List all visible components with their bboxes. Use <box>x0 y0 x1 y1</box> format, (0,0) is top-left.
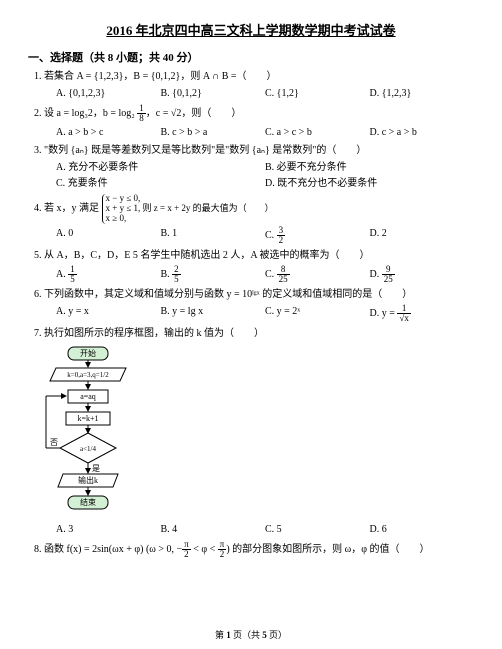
fc-step2: k=k+1 <box>77 414 98 423</box>
q6-opt-b: B. y = lg x <box>161 304 266 323</box>
fc-no: 否 <box>50 438 58 447</box>
q5-opt-a: A. 15 <box>56 265 161 284</box>
exam-title: 2016 年北京四中高三文科上学期数学期中考试试卷 <box>28 20 474 39</box>
q4-options: A. 0 B. 1 C. 32 D. 2 <box>56 226 474 245</box>
q1-opt-b: B. {0,1,2} <box>161 86 266 101</box>
question-4: 4. 若 x，y 满足 x − y ≤ 0,x + y ≤ 1, 则 z = x… <box>34 194 474 224</box>
q5-opt-c: C. 825 <box>265 265 370 284</box>
q4-opt-d: D. 2 <box>370 226 475 245</box>
q3-options-row2: C. 充要条件 D. 既不充分也不必要条件 <box>56 176 474 191</box>
q6-opt-a: A. y = x <box>56 304 161 323</box>
page-footer: 第 1 页（共 5 页） <box>0 628 502 641</box>
q6-opt-d: D. y = 1√x <box>370 304 475 323</box>
q1-opt-a: A. {0,1,2,3} <box>56 86 161 101</box>
q2-opt-d: D. c > a > b <box>370 125 475 140</box>
question-8: 8. 函数 f(x) = 2sin(ωx + φ) (ω > 0, −π2 < … <box>34 540 474 559</box>
q4-opt-b: B. 1 <box>161 226 266 245</box>
flowchart: 开始 k=0,a=3,q=1/2 a=aq k=k+1 a<1/4 否 是 <box>38 345 474 520</box>
q6-options: A. y = x B. y = lg x C. y = 2ˣ D. y = 1√… <box>56 304 474 323</box>
q6-opt-c: C. y = 2ˣ <box>265 304 370 323</box>
q7-opt-c: C. 5 <box>265 522 370 537</box>
q5-opt-d: D. 925 <box>370 265 475 284</box>
q3-opt-b: B. 必要不充分条件 <box>265 160 474 175</box>
q5-options: A. 15 B. 25 C. 825 D. 925 <box>56 265 474 284</box>
q1-options: A. {0,1,2,3} B. {0,1,2} C. {1,2} D. {1,2… <box>56 86 474 101</box>
question-6: 6. 下列函数中，其定义域和值域分别与函数 y = 10ˡᵍˣ 的定义域和值域相… <box>34 287 474 302</box>
flowchart-svg: 开始 k=0,a=3,q=1/2 a=aq k=k+1 a<1/4 否 是 <box>38 345 158 520</box>
question-2: 2. 设 a = log₃2，b = log₂ 18，c = √2，则（ ） <box>34 104 474 123</box>
q4-opt-c: C. 32 <box>265 226 370 245</box>
q5-opt-b: B. 25 <box>161 265 266 284</box>
q2-opt-b: B. c > b > a <box>161 125 266 140</box>
fc-end: 结束 <box>80 497 96 507</box>
q3-options-row1: A. 充分不必要条件 B. 必要不充分条件 <box>56 160 474 175</box>
q7-opt-d: D. 6 <box>370 522 475 537</box>
q2-options: A. a > b > c B. c > b > a C. a > c > b D… <box>56 125 474 140</box>
fc-yes: 是 <box>92 464 100 473</box>
q7-options: A. 3 B. 4 C. 5 D. 6 <box>56 522 474 537</box>
fc-cond: a<1/4 <box>80 445 96 453</box>
question-5: 5. 从 A，B，C，D，E 5 名学生中随机选出 2 人，A 被选中的概率为（… <box>34 248 474 263</box>
q3-opt-a: A. 充分不必要条件 <box>56 160 265 175</box>
fc-out: 输出k <box>78 475 98 485</box>
q7-opt-b: B. 4 <box>161 522 266 537</box>
q2-opt-a: A. a > b > c <box>56 125 161 140</box>
q3-opt-d: D. 既不充分也不必要条件 <box>265 176 474 191</box>
q4-opt-a: A. 0 <box>56 226 161 245</box>
fc-step1: a=aq <box>80 392 96 401</box>
question-3: 3. "数列 {aₙ} 既是等差数列又是等比数列"是"数列 {aₙ} 是常数列"… <box>34 143 474 158</box>
q7-opt-a: A. 3 <box>56 522 161 537</box>
question-7: 7. 执行如图所示的程序框图，输出的 k 值为（ ） <box>34 326 474 341</box>
q2-opt-c: C. a > c > b <box>265 125 370 140</box>
fc-init: k=0,a=3,q=1/2 <box>67 371 109 379</box>
section-heading: 一、选择题（共 8 小题；共 40 分） <box>28 49 474 65</box>
q1-opt-c: C. {1,2} <box>265 86 370 101</box>
question-1: 1. 若集合 A = {1,2,3}，B = {0,1,2}，则 A ∩ B =… <box>34 69 474 84</box>
q3-opt-c: C. 充要条件 <box>56 176 265 191</box>
fc-start: 开始 <box>80 348 96 358</box>
q1-opt-d: D. {1,2,3} <box>370 86 475 101</box>
